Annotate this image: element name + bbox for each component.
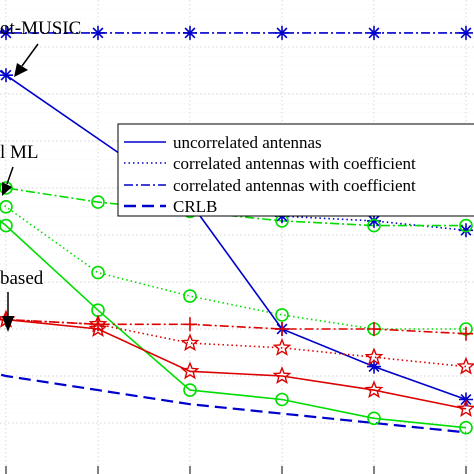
data-point-circle xyxy=(91,195,105,209)
data-point-pentagram xyxy=(364,380,384,399)
data-point-circle xyxy=(183,383,197,397)
data-point-circle xyxy=(91,265,105,280)
data-point-circle xyxy=(0,181,13,195)
legend-label: CRLB xyxy=(173,197,217,216)
data-point-pentagram xyxy=(456,356,474,375)
legend: uncorrelated antennas correlated antenna… xyxy=(117,123,474,217)
series-line-9 xyxy=(0,373,467,434)
legend-label: correlated antennas with coefficient xyxy=(173,154,416,173)
annotation-arrowhead xyxy=(2,316,14,332)
data-point-pentagram xyxy=(88,319,108,338)
data-point-circle xyxy=(275,308,289,322)
data-point-circle xyxy=(367,411,381,426)
data-point-pentagram xyxy=(180,333,200,352)
data-point-star xyxy=(0,25,13,40)
data-point-plus xyxy=(459,326,473,341)
legend-label: uncorrelated antennas xyxy=(173,133,322,152)
data-point-circle xyxy=(367,218,381,233)
data-point-star xyxy=(275,25,289,40)
data-point-pentagram xyxy=(456,399,474,417)
data-point-plus xyxy=(367,322,381,336)
data-point-plus xyxy=(91,317,105,332)
data-point-circle xyxy=(459,420,473,435)
series-line-3 xyxy=(0,219,467,429)
data-point-circle xyxy=(275,392,289,407)
data-point-star xyxy=(0,68,13,83)
annotation-text: based xyxy=(0,268,44,289)
annotation-arrowhead xyxy=(14,63,28,77)
annotation-based: based xyxy=(0,268,44,332)
data-point-plus xyxy=(183,317,197,332)
data-point-pentagram xyxy=(272,337,292,356)
series-line-6 xyxy=(0,318,467,410)
annotation-arrow xyxy=(21,43,39,67)
data-point-star xyxy=(459,25,473,40)
annotation-arrow xyxy=(6,166,14,185)
marker-layer xyxy=(0,25,474,435)
data-point-star xyxy=(367,25,381,40)
annotation-text: ot-MUSIC xyxy=(0,18,81,39)
data-point-star xyxy=(459,223,473,238)
data-point-star xyxy=(367,359,381,374)
data-point-circle xyxy=(0,200,13,214)
annotation-text: l ML xyxy=(0,142,39,163)
data-point-circle xyxy=(459,218,473,233)
annotation-arrowhead xyxy=(2,182,12,196)
annotation-ml: l ML xyxy=(0,142,39,196)
annotation-music: ot-MUSIC xyxy=(0,18,81,77)
series-line-8 xyxy=(0,318,467,335)
data-point-pentagram xyxy=(272,366,292,385)
series-layer xyxy=(0,30,467,434)
legend-box xyxy=(117,123,474,217)
data-point-circle xyxy=(183,289,197,303)
legend-label: correlated antennas with coefficient xyxy=(173,176,416,195)
data-point-circle xyxy=(0,218,13,233)
data-point-star xyxy=(183,25,197,40)
data-point-star xyxy=(91,25,105,40)
data-point-pentagram xyxy=(180,361,200,380)
data-point-plus xyxy=(275,322,289,336)
data-point-star xyxy=(367,213,381,228)
series-line-0 xyxy=(0,69,467,401)
data-point-pentagram xyxy=(364,347,384,366)
